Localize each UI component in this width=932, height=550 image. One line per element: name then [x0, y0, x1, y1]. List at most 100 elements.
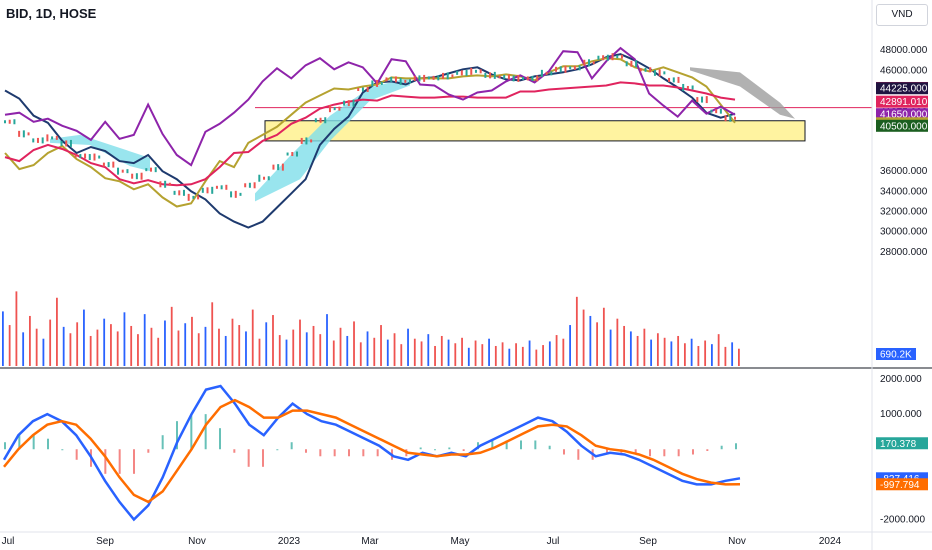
macd-histogram-bar	[477, 442, 479, 450]
macd-histogram-bar	[61, 449, 64, 451]
candle	[404, 79, 407, 83]
volume-bar	[224, 335, 227, 366]
volume-bar	[49, 319, 52, 366]
macd-tick-label: -2000.000	[880, 514, 925, 525]
candle	[682, 83, 685, 91]
time-tick-label: Jul	[2, 536, 15, 547]
volume-bar	[494, 345, 497, 366]
candle	[432, 75, 435, 80]
volume-bar	[427, 334, 430, 366]
volume-bar	[238, 325, 241, 366]
candle	[65, 140, 68, 147]
macd-histogram-bar	[233, 449, 236, 453]
candle	[159, 181, 162, 188]
candle	[22, 130, 25, 138]
candle	[503, 74, 506, 79]
volume-bar	[326, 314, 328, 366]
candle	[390, 76, 393, 82]
volume-bar	[157, 337, 160, 366]
candle	[715, 109, 718, 114]
macd-histogram-bar	[735, 443, 737, 450]
candle	[691, 85, 694, 90]
candle	[201, 187, 204, 193]
candle	[649, 67, 652, 73]
candle	[588, 59, 590, 67]
macd-level-badge	[876, 478, 928, 491]
candle	[41, 137, 44, 144]
candle	[277, 164, 280, 171]
macd-histogram-bar	[677, 449, 680, 457]
volume-bar	[467, 347, 470, 366]
candle	[658, 69, 661, 77]
macd-histogram-bar	[534, 440, 537, 450]
candle	[653, 69, 656, 76]
candle	[333, 107, 336, 111]
candle	[701, 96, 704, 103]
volume-bar	[130, 325, 133, 366]
macd-histogram-bar	[47, 438, 49, 450]
candle	[225, 184, 228, 190]
candle	[244, 183, 247, 188]
candle	[451, 74, 454, 78]
macd-histogram-bar	[462, 449, 465, 451]
candle	[564, 65, 567, 73]
time-tick-label: May	[451, 536, 470, 547]
candle	[635, 60, 638, 68]
macd-series-0	[2, 384, 741, 522]
macd-histogram-bar	[563, 449, 565, 455]
time-tick-label: 2023	[278, 536, 301, 547]
candle	[385, 77, 388, 82]
candle	[93, 153, 96, 161]
volume-bar	[265, 322, 268, 366]
price-level-badge	[876, 82, 928, 95]
candle	[352, 99, 355, 107]
candle	[84, 153, 87, 159]
macd-histogram-bar	[577, 449, 580, 460]
time-tick-label: Sep	[639, 536, 657, 547]
time-tick-label: 2024	[819, 536, 842, 547]
volume-bar	[589, 315, 592, 366]
volume-bar	[89, 335, 92, 366]
volume-bar	[56, 297, 58, 366]
candle	[253, 182, 256, 189]
candle	[154, 167, 157, 173]
volume-bar	[656, 333, 659, 366]
macd-tick-label: 2000.000	[880, 374, 922, 385]
price-panel	[4, 46, 872, 229]
price-tick-label: 30000.000	[880, 227, 928, 238]
currency-selector[interactable]: VND	[876, 4, 928, 26]
volume-bar	[83, 309, 85, 366]
volume-bar	[724, 346, 727, 366]
volume-bar	[575, 296, 578, 366]
volume-bar	[218, 328, 220, 366]
candle	[281, 163, 284, 171]
volume-bar	[191, 316, 193, 366]
volume-bar	[683, 343, 686, 366]
volume-bar	[602, 307, 605, 366]
macd-histogram-bar	[376, 449, 379, 457]
candle	[69, 139, 72, 147]
volume-bar	[110, 324, 112, 366]
macd-histogram-bar	[219, 428, 221, 450]
volume-bar	[197, 333, 200, 366]
macd-histogram-bar	[4, 442, 6, 450]
macd-histogram-bar	[305, 449, 307, 453]
macd-histogram-bar	[204, 414, 207, 450]
candle	[376, 79, 379, 87]
volume-bar	[420, 341, 423, 366]
volume-bar	[380, 325, 382, 366]
macd-histogram-bar	[18, 435, 21, 450]
candle	[366, 86, 369, 92]
candle	[291, 152, 294, 157]
candle	[686, 85, 689, 89]
candle	[550, 71, 553, 76]
volume-bar	[636, 335, 639, 366]
candle	[394, 76, 397, 83]
candle	[239, 192, 242, 196]
candle	[192, 195, 195, 199]
volume-bar	[2, 311, 4, 366]
volume-bar	[697, 345, 700, 366]
macd-histogram-bar	[706, 449, 709, 451]
volume-bar	[609, 329, 612, 366]
